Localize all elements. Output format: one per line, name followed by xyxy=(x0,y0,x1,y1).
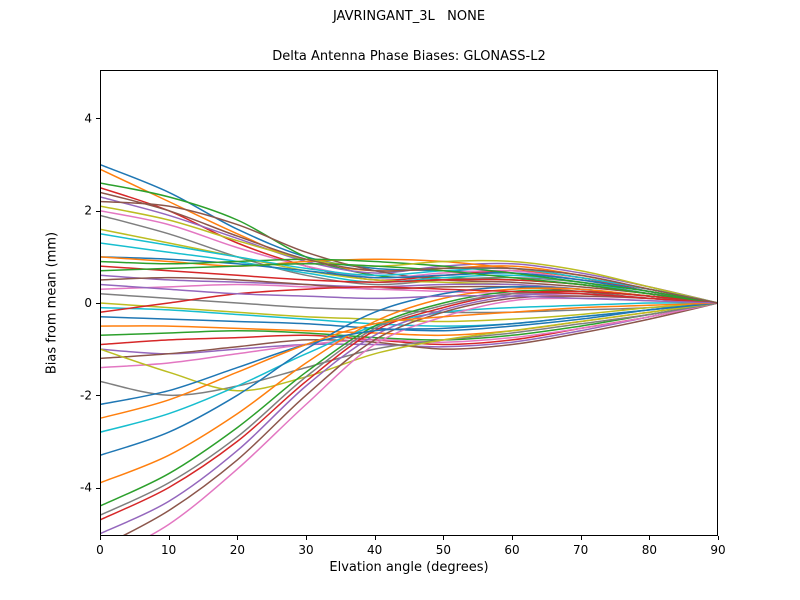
series-line xyxy=(100,228,718,304)
series-line xyxy=(100,191,718,304)
y-tick-label: -2 xyxy=(80,388,92,402)
y-axis-label: Bias from mean (mm) xyxy=(44,231,60,375)
series-line xyxy=(100,302,718,392)
x-tick-label: 60 xyxy=(504,543,519,557)
series-line xyxy=(100,233,718,304)
x-tick-label: 80 xyxy=(642,543,657,557)
series-lines xyxy=(100,163,718,536)
series-line xyxy=(100,302,718,397)
series-line xyxy=(100,302,718,406)
y-tick-label: 2 xyxy=(84,204,92,218)
y-tick-label: 0 xyxy=(84,296,92,310)
x-tick-label: 70 xyxy=(573,543,588,557)
x-tick-label: 10 xyxy=(161,543,176,557)
series-line xyxy=(100,286,718,313)
y-tick-label: 4 xyxy=(84,111,92,125)
series-line xyxy=(100,302,718,341)
axes-box xyxy=(100,70,718,536)
x-tick-label: 0 xyxy=(96,543,104,557)
x-tick-label: 40 xyxy=(367,543,382,557)
series-line xyxy=(100,283,718,304)
series-line xyxy=(100,302,718,369)
series-line xyxy=(100,287,718,484)
series-line xyxy=(100,205,718,304)
series-line xyxy=(100,263,718,304)
x-tick-label: 50 xyxy=(436,543,451,557)
series-line xyxy=(100,302,718,433)
series-line xyxy=(100,293,718,314)
x-tick-label: 30 xyxy=(298,543,313,557)
x-tick-label: 90 xyxy=(710,543,725,557)
series-line xyxy=(100,256,718,304)
figure-title: JAVRINGANT_3L NONE xyxy=(332,9,486,24)
axes-title: Delta Antenna Phase Biases: GLONASS-L2 xyxy=(272,49,546,64)
y-tick-label: -4 xyxy=(80,481,92,495)
series-line xyxy=(100,302,718,332)
series-line xyxy=(120,295,718,536)
x-axis-label: Elvation angle (degrees) xyxy=(329,560,489,575)
series-line xyxy=(148,297,718,536)
x-tick-label: 20 xyxy=(230,543,245,557)
series-line xyxy=(100,302,718,420)
